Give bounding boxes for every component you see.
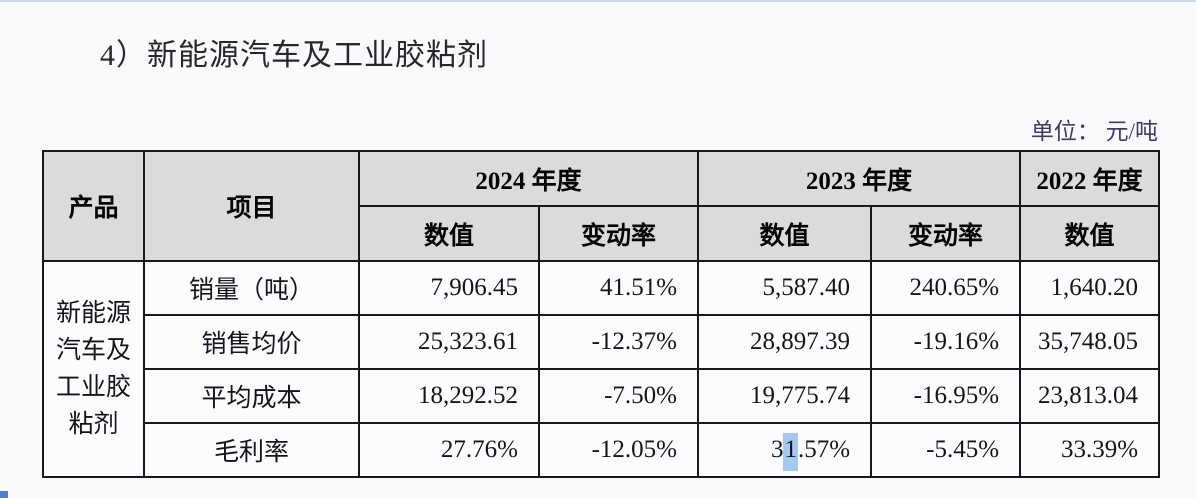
header-2022-value: 数值 (1019, 205, 1161, 262)
cell-2024-value: 18,292.52 (358, 368, 540, 424)
product-name-cell: 新能源 汽车及 工业胶 粘剂 (42, 260, 145, 478)
cell-2024-change: 41.51% (537, 260, 700, 316)
product-name-line: 新能源 (55, 300, 131, 327)
header-year-2022: 2022 年度 (1019, 150, 1161, 207)
product-name-line: 汽车及 (55, 337, 131, 364)
value-part-post: .57% (797, 436, 851, 463)
table-row-sales-volume: 新能源 汽车及 工业胶 粘剂 销量（吨） 7,906.45 41.51% 5,5… (42, 260, 1161, 478)
cell-2024-value: 7,906.45 (358, 260, 540, 316)
cell-2024-value: 25,323.61 (358, 314, 540, 370)
cell-2023-value: 5,587.40 (697, 260, 873, 316)
cell-2023-value: 31.57% (697, 422, 873, 478)
header-2024-value: 数值 (358, 205, 540, 262)
cell-2023-value: 19,775.74 (697, 368, 873, 424)
header-year-2024: 2024 年度 (357, 150, 700, 207)
cell-2023-change: 240.65% (870, 260, 1022, 316)
row-label: 销售均价 (143, 314, 360, 370)
cell-2023-change: -16.95% (870, 368, 1022, 424)
header-year-2023: 2023 年度 (697, 150, 1022, 207)
header-2024-change: 变动率 (537, 205, 700, 262)
cell-2023-change: -5.45% (870, 422, 1022, 478)
value-part-pre: 3 (770, 436, 784, 463)
financial-table: 产品 项目 2024 年度 2023 年度 2022 年度 数值 变动率 数值 … (42, 150, 1161, 478)
cell-2024-change: -12.37% (537, 314, 700, 370)
header-row-subcolumns: 数值 变动率 数值 变动率 数值 (43, 205, 1161, 262)
selected-text-highlight: 1 (783, 433, 798, 471)
section-title: 4）新能源汽车及工业胶粘剂 (100, 39, 488, 72)
cell-2022-value: 23,813.04 (1019, 368, 1161, 424)
product-name-line: 工业胶 (55, 374, 131, 401)
header-2023-value: 数值 (697, 205, 873, 262)
header-row-years: 产品 项目 2024 年度 2023 年度 2022 年度 (42, 150, 1161, 262)
row-label: 销量（吨） (143, 260, 360, 316)
row-label: 平均成本 (143, 368, 360, 424)
header-product: 产品 (42, 150, 145, 262)
cell-2022-value: 1,640.20 (1019, 260, 1161, 316)
cell-2024-change: -7.50% (537, 368, 700, 424)
row-label: 毛利率 (143, 422, 360, 478)
product-name-line: 粘剂 (68, 411, 119, 438)
cell-2022-value: 33.39% (1019, 422, 1161, 478)
header-item: 项目 (143, 150, 360, 262)
unit-label: 单位： 元/吨 (1030, 119, 1158, 144)
cell-2023-value: 28,897.39 (697, 314, 873, 370)
table-row-average-price: 销售均价 25,323.61 -12.37% 28,897.39 -19.16%… (43, 314, 1161, 370)
top-edge-line (0, 0, 1196, 2)
table-row-gross-margin: 毛利率 27.76% -12.05% 31.57% -5.45% 33.39% (43, 422, 1161, 478)
cell-2024-value: 27.76% (358, 422, 540, 478)
blue-artifact (0, 491, 8, 498)
table-row-average-cost: 平均成本 18,292.52 -7.50% 19,775.74 -16.95% … (43, 368, 1161, 424)
cell-2024-change: -12.05% (537, 422, 700, 478)
cell-2023-change: -19.16% (870, 314, 1022, 370)
cell-2022-value: 35,748.05 (1019, 314, 1161, 370)
header-2023-change: 变动率 (870, 205, 1022, 262)
